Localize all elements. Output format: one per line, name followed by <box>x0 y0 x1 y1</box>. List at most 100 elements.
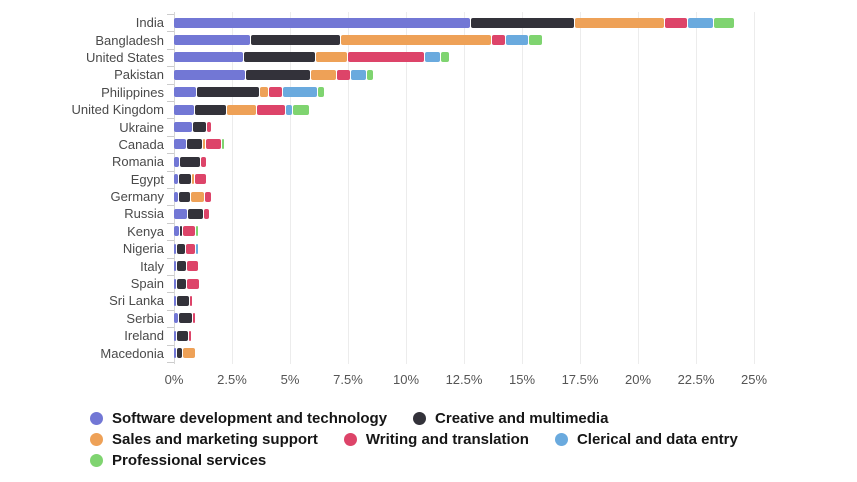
legend-label: Creative and multimedia <box>435 409 609 427</box>
bar-segment <box>341 35 491 46</box>
bar-segment <box>351 69 366 80</box>
y-axis-tick <box>167 135 174 137</box>
legend-item: Writing and translation <box>343 431 529 448</box>
chart-row: Germany <box>0 188 754 205</box>
bar-segment <box>187 261 198 272</box>
x-tick-label: 22.5% <box>677 372 715 387</box>
legend-marker-icon <box>90 432 103 446</box>
plot-area <box>167 12 755 364</box>
y-axis-label: Ukraine <box>119 119 164 135</box>
gridline <box>290 12 291 364</box>
bar-segment <box>174 174 178 185</box>
chart-row: Sri Lanka <box>0 292 754 309</box>
bar-track <box>174 208 754 219</box>
bar-segment <box>174 243 176 254</box>
y-axis-tick <box>167 83 174 85</box>
bar-segment <box>286 104 292 115</box>
x-tick-label: 7.5% <box>333 372 363 387</box>
y-axis-label: Serbia <box>126 310 164 326</box>
bar-track <box>174 104 754 115</box>
bar-segment <box>688 17 713 28</box>
bar-segment <box>174 330 176 341</box>
legend-marker-icon <box>413 411 427 425</box>
chart-row: Egypt <box>0 171 754 188</box>
bar-segment <box>207 122 211 133</box>
bar-segment <box>177 295 189 306</box>
gridline <box>406 12 407 364</box>
x-tick-label: 10% <box>392 372 420 387</box>
bar-segment <box>186 243 195 254</box>
bar-segment <box>174 278 176 289</box>
y-axis-label: Canada <box>118 136 164 152</box>
x-tick-label: 0% <box>164 372 184 387</box>
bar-segment <box>529 35 542 46</box>
bar-track <box>174 139 754 150</box>
bar-segment <box>177 330 188 341</box>
bar-segment <box>174 122 192 133</box>
bar-segment <box>665 17 687 28</box>
bar-segment <box>174 35 250 46</box>
y-axis-label: Sri Lanka <box>109 293 164 309</box>
y-axis-tick <box>167 188 174 189</box>
bar-track <box>174 35 754 46</box>
gridline <box>232 12 233 364</box>
x-tick-label: 12.5% <box>445 372 483 387</box>
legend-label: Clerical and data entry <box>576 430 738 448</box>
bar-segment <box>246 69 310 80</box>
chart-row: United Kingdom <box>0 101 754 118</box>
bar-segment <box>348 52 424 63</box>
chart-row: Ukraine <box>0 118 754 135</box>
legend-marker-icon <box>90 411 103 425</box>
y-axis-label: Germany <box>110 189 164 205</box>
bar-track <box>174 174 754 185</box>
y-axis-label: Macedonia <box>100 345 164 361</box>
bar-segment <box>293 104 309 115</box>
bar-segment <box>251 35 340 46</box>
bar-segment <box>174 52 243 63</box>
chart-row: Nigeria <box>0 240 754 257</box>
bar-track <box>174 17 754 28</box>
bar-segment <box>506 35 528 46</box>
y-axis-tick <box>167 257 174 259</box>
bar-segment <box>367 69 373 80</box>
y-axis-tick <box>167 31 174 33</box>
y-axis-label: Italy <box>140 258 164 274</box>
chart-row: Italy <box>0 257 754 274</box>
bar-segment <box>180 226 182 237</box>
bar-segment <box>174 69 245 80</box>
y-axis-label: Nigeria <box>122 241 164 257</box>
y-axis-tick <box>167 205 174 207</box>
bar-segment <box>177 261 186 272</box>
chart-row: Russia <box>0 205 754 222</box>
legend-row: Professional services <box>90 450 738 470</box>
bar-segment <box>203 139 205 150</box>
bar-segment <box>190 295 192 306</box>
x-tick-label: 5% <box>280 372 300 387</box>
bar-track <box>174 191 754 202</box>
y-axis-label: Ireland <box>124 328 164 344</box>
bar-track <box>174 226 754 237</box>
bar-segment <box>177 278 186 289</box>
bar-track <box>174 295 754 306</box>
bar-segment <box>201 156 206 167</box>
bar-segment <box>227 104 256 115</box>
gridline <box>754 12 755 364</box>
bar-segment <box>187 278 199 289</box>
gridline <box>464 12 465 364</box>
chart-row: Kenya <box>0 223 754 240</box>
gridline <box>580 12 581 364</box>
chart-row: Serbia <box>0 310 754 327</box>
y-axis-tick <box>167 153 174 155</box>
x-tick-label: 17.5% <box>561 372 599 387</box>
legend-marker-icon <box>554 432 568 446</box>
chart-row: Pakistan <box>0 66 754 83</box>
y-axis-tick <box>167 362 174 363</box>
legend-marker-icon <box>343 432 357 446</box>
bar-segment <box>191 191 204 202</box>
bar-segment <box>193 122 206 133</box>
bar-track <box>174 122 754 133</box>
y-axis-tick <box>167 48 174 50</box>
y-axis-label: India <box>135 15 164 31</box>
chart-row: Macedonia <box>0 344 754 361</box>
